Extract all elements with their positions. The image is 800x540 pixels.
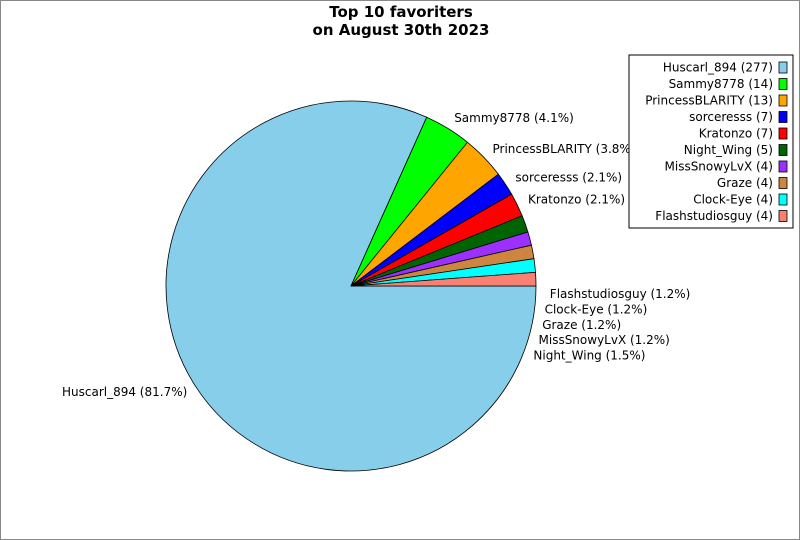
- slice-label-flashstudiosguy: Flashstudiosguy (1.2%): [550, 287, 691, 301]
- legend-label-misssnowylvx: MissSnowyLvX (4): [665, 160, 774, 174]
- slice-label-sammy8778: Sammy8778 (4.1%): [454, 111, 574, 125]
- legend-label-princessblarity: PrincessBLARITY (13): [645, 94, 773, 108]
- chart-title-line-2: on August 30th 2023: [312, 21, 490, 39]
- slice-label-princessblarity: PrincessBLARITY (3.8%): [493, 142, 636, 156]
- legend-swatch-huscarl-894: [778, 61, 788, 74]
- legend-swatch-flashstudiosguy: [778, 210, 788, 222]
- legend-label-huscarl-894: Huscarl_894 (277): [663, 61, 773, 75]
- slice-label-kratonzo: Kratonzo (2.1%): [528, 193, 625, 207]
- slice-label-sorceresss: sorceresss (2.1%): [515, 170, 622, 184]
- slice-labels: Huscarl_894 (81.7%) Sammy8778 (4.1%) Princ…: [62, 111, 690, 399]
- legend: Huscarl_894 (277) Sammy8778 (14) PrincessB…: [628, 54, 794, 229]
- legend-label-sammy8778: Sammy8778 (14): [669, 77, 773, 91]
- legend-label-clock-eye: Clock-Eye (4): [693, 193, 773, 207]
- legend-swatch-kratonzo: [778, 127, 788, 140]
- legend-swatch-sorceresss: [778, 111, 788, 123]
- slice-label-graze: Graze (1.2%): [542, 318, 621, 332]
- pie-slice-flashstudiosguy: [350, 271, 537, 287]
- legend-label-flashstudiosguy: Flashstudiosguy (4): [655, 209, 773, 223]
- slice-label-huscarl-894: Huscarl_894 (81.7%): [62, 385, 187, 399]
- legend-label-kratonzo: Kratonzo (7): [699, 127, 773, 141]
- legend-swatch-graze: [778, 177, 788, 189]
- legend-label-night-wing: Night_Wing (5): [684, 143, 773, 157]
- chart-title-line-1: Top 10 favoriters: [329, 3, 473, 21]
- legend-swatch-sammy8778: [778, 78, 788, 90]
- pie-slices: [165, 100, 537, 472]
- slice-label-misssnowylvx: MissSnowyLvX (1.2%): [539, 333, 670, 347]
- slice-label-night-wing: Night_Wing (1.5%): [533, 349, 645, 363]
- legend-box: [628, 54, 794, 229]
- legend-swatch-misssnowylvx: [778, 160, 788, 173]
- legend-swatch-clock-eye: [778, 193, 788, 206]
- slice-label-clock-eye: Clock-Eye (1.2%): [545, 302, 648, 316]
- chart-title: Top 10 favoriters on August 30th 2023: [1, 3, 800, 39]
- legend-label-sorceresss: sorceresss (7): [689, 110, 773, 124]
- pie-slice-huscarl-894: [165, 100, 537, 472]
- legend-swatch-night-wing: [778, 144, 788, 156]
- legend-label-graze: Graze (4): [717, 176, 773, 190]
- legend-swatch-princessblarity: [778, 94, 788, 107]
